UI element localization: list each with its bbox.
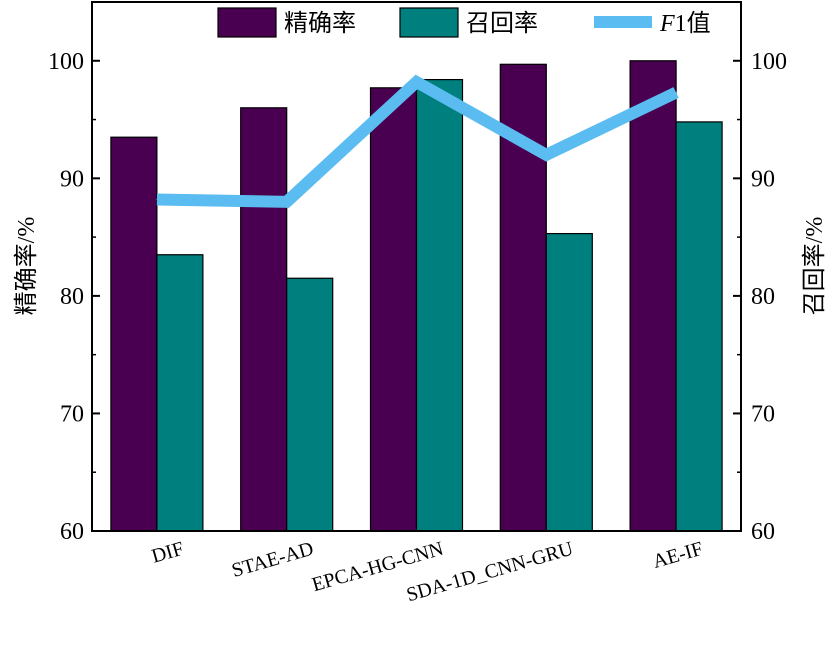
f1-line-layer	[156, 74, 679, 208]
f1-point-4	[675, 92, 677, 94]
right-tick-label-70: 70	[751, 401, 775, 427]
left-tick-label-60: 60	[60, 519, 84, 545]
bar-recall-3	[545, 232, 593, 532]
plot-frame	[91, 1, 742, 532]
right-tick-label-100: 100	[751, 49, 787, 75]
x-tick-label-0: DIF	[149, 538, 186, 568]
right-tick-label-60: 60	[751, 519, 775, 545]
x-tick-label-4: AE-IF	[650, 538, 705, 573]
bars-layer	[110, 60, 723, 532]
y-axis-label-left: 精确率/%	[13, 217, 40, 316]
bar-precision-1	[240, 107, 288, 532]
bar-recall-0	[156, 254, 204, 532]
f1-point-1	[286, 201, 288, 203]
legend-label-1: 召回率	[466, 10, 538, 37]
axis-ticks: 60 60 70 70 80 80 90 90 100 100	[48, 49, 787, 545]
bar-precision-4	[629, 60, 677, 532]
right-tick-label-80: 80	[751, 284, 775, 310]
left-tick-label-80: 80	[60, 284, 84, 310]
left-tick-label-90: 90	[60, 166, 84, 192]
legend-label-f1: F1值	[659, 10, 711, 37]
legend-swatch-0	[217, 7, 277, 38]
left-tick-label-70: 70	[60, 401, 84, 427]
f1-point-2	[416, 81, 417, 83]
bar-precision-0	[110, 136, 158, 532]
legend-swatch-1	[399, 7, 459, 38]
bar-recall-2	[415, 78, 464, 532]
right-tick-label-90: 90	[751, 166, 775, 192]
f1-point-3	[545, 154, 547, 156]
legend-label-0: 精确率	[284, 10, 356, 37]
bar-recall-1	[286, 277, 334, 532]
x-tick-label-1: STAE-AD	[229, 538, 316, 582]
f1-point-0	[156, 198, 158, 200]
y-axis-label-right: 召回率/%	[801, 217, 828, 316]
legend: 精确率 召回率 F1值	[217, 7, 711, 38]
bar-recall-4	[675, 121, 723, 532]
left-tick-label-100: 100	[48, 49, 84, 75]
bar-precision-2	[369, 87, 418, 532]
